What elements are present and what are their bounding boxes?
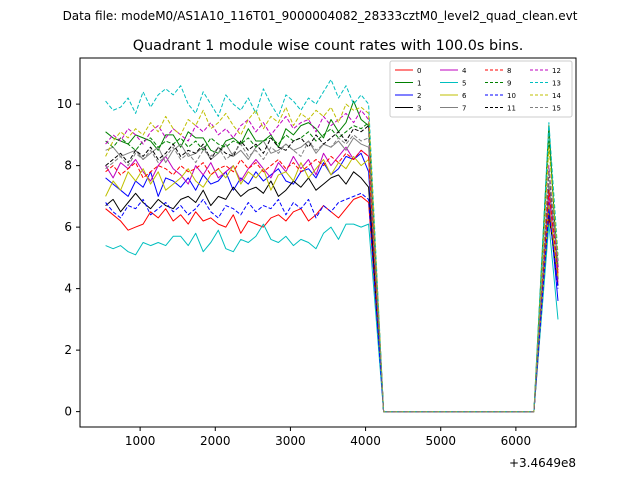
x-tick-label: 4000: [350, 434, 381, 448]
legend-label-14: 14: [552, 92, 561, 100]
series-line-9: [105, 122, 559, 413]
legend-label-10: 10: [507, 92, 516, 100]
plot-area-frame: [79, 57, 577, 428]
y-tick-label: 0: [64, 405, 72, 419]
x-offset-label: +3.4649e8: [509, 456, 576, 470]
legend-label-15: 15: [552, 105, 561, 113]
legend-box: [389, 60, 573, 118]
series-line-13: [105, 79, 559, 413]
y-tick-label: 10: [57, 97, 72, 111]
series-line-11: [105, 125, 559, 413]
x-tick-label: 2000: [200, 434, 231, 448]
series-line-14: [105, 103, 559, 413]
series-line-12: [105, 109, 559, 413]
x-tick-label: 1000: [125, 434, 156, 448]
series-line-3: [105, 171, 559, 413]
legend-label-2: 2: [417, 92, 421, 100]
y-tick-label: 4: [64, 282, 72, 296]
legend-label-5: 5: [462, 80, 466, 88]
x-tick-label: 5000: [425, 434, 456, 448]
chart-title: Quadrant 1 module wise count rates with …: [133, 38, 524, 54]
legend-label-7: 7: [462, 105, 466, 113]
series-line-5: [105, 223, 559, 413]
legend-label-1: 1: [417, 80, 421, 88]
legend-label-9: 9: [507, 80, 511, 88]
legend-label-11: 11: [507, 105, 516, 113]
y-tick-label: 6: [64, 220, 72, 234]
series-line-15: [105, 134, 559, 413]
y-tick-label: 2: [64, 343, 72, 357]
legend-label-0: 0: [417, 67, 421, 75]
series-line-6: [105, 155, 559, 413]
legend-label-13: 13: [552, 80, 561, 88]
legend-label-6: 6: [462, 92, 467, 100]
series-line-8: [105, 149, 559, 413]
legend-label-4: 4: [462, 67, 467, 75]
y-tick-label: 8: [64, 159, 72, 173]
series-line-10: [105, 192, 559, 413]
legend-label-3: 3: [417, 105, 421, 113]
legend-label-12: 12: [552, 67, 561, 75]
x-tick-label: 6000: [501, 434, 532, 448]
legend-label-8: 8: [507, 67, 511, 75]
series-line-7: [105, 137, 559, 413]
series-line-1: [105, 100, 559, 413]
x-tick-label: 3000: [275, 434, 306, 448]
series-line-4: [105, 146, 559, 413]
series-line-0: [105, 195, 559, 413]
series-line-2: [105, 152, 559, 413]
chart-suptitle: Data file: modeM0/AS1A10_116T01_90000040…: [63, 9, 578, 23]
